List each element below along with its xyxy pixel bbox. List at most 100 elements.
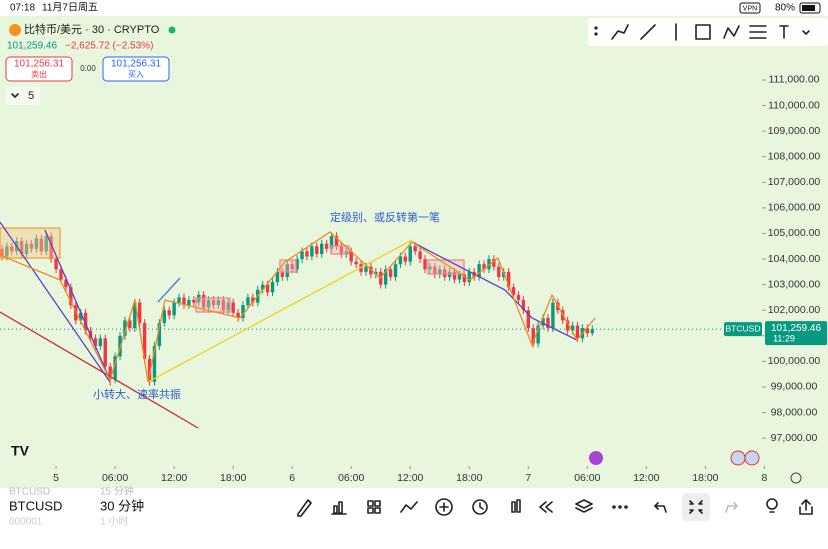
- candle-body: [565, 320, 570, 331]
- box: [195, 297, 231, 313]
- candle-body: [108, 366, 112, 380]
- status-time: 07:18: [10, 3, 35, 14]
- logo: TV: [11, 443, 30, 459]
- candle-body: [0, 248, 4, 257]
- candle-body: [167, 310, 171, 316]
- bottom-interval[interactable]: 30 分钟: [100, 498, 144, 513]
- candle-body: [428, 266, 432, 270]
- icon-draw[interactable]: [297, 499, 312, 517]
- candle-body: [34, 238, 39, 249]
- icon-more[interactable]: [624, 505, 628, 509]
- icon-exit-fullscreen: [698, 500, 703, 505]
- candle-body: [575, 325, 580, 339]
- candle-body: [403, 256, 408, 262]
- buy-button[interactable]: [102, 56, 170, 82]
- event-icon[interactable]: [589, 451, 603, 465]
- candle-body: [147, 358, 152, 382]
- icon-grid[interactable]: [367, 507, 374, 514]
- icon-indicators[interactable]: [338, 501, 343, 514]
- candle-body: [157, 323, 162, 347]
- icon-redo[interactable]: [725, 505, 738, 513]
- buy-label: 买入: [128, 70, 144, 79]
- x-tick-label: 18:00: [456, 472, 482, 484]
- ghost-text: BTCUSD: [9, 487, 50, 498]
- toolbar-icons: [594, 23, 810, 41]
- candle-body: [334, 236, 339, 247]
- candle-body: [531, 328, 535, 344]
- y-tick-label: 111,000.00: [769, 74, 820, 86]
- drawing-toolbar: [588, 18, 828, 46]
- candle-body: [172, 302, 176, 316]
- candle-body: [10, 246, 14, 252]
- event-icon[interactable]: [744, 450, 760, 466]
- icon-exit-fullscreen: [689, 500, 694, 505]
- bottom-symbol[interactable]: BTCUSD: [9, 498, 62, 513]
- candle-body: [211, 299, 216, 306]
- event-icon[interactable]: [730, 450, 746, 466]
- icon-share[interactable]: [799, 506, 813, 515]
- settings-icon[interactable]: [790, 472, 802, 484]
- candle-body: [349, 251, 353, 262]
- bottom-icons: [689, 498, 813, 515]
- icon-alert[interactable]: [479, 502, 484, 510]
- icon-alert[interactable]: [472, 499, 488, 515]
- header-change: −2,625.72 (−2.53%): [65, 41, 153, 52]
- chevron: [11, 93, 19, 98]
- icon-undo[interactable]: [654, 505, 667, 513]
- candle-body: [290, 264, 294, 270]
- price-label: 101,259.46: [771, 323, 821, 334]
- trend-line: [411, 241, 578, 341]
- candle-body: [442, 269, 447, 277]
- y-tick-label: 105,000.00: [768, 227, 821, 239]
- icon-more[interactable]: [612, 505, 616, 509]
- x-tick-label: 5: [53, 472, 59, 484]
- icon-rect[interactable]: [695, 24, 711, 40]
- candle-body: [315, 246, 319, 254]
- icon-bars[interactable]: [516, 499, 521, 513]
- icon-trend[interactable]: [640, 24, 656, 40]
- icon-bars[interactable]: [511, 501, 516, 513]
- candle-body: [19, 241, 24, 254]
- icon-replay[interactable]: [545, 501, 553, 513]
- icon-indicators[interactable]: [333, 505, 338, 514]
- candle-body: [462, 274, 467, 283]
- icon-layers[interactable]: [575, 507, 593, 513]
- icon-pattern[interactable]: [723, 25, 740, 39]
- price-time: 11:29: [773, 334, 795, 344]
- x-tick-label: 7: [525, 472, 531, 484]
- icon-grid[interactable]: [367, 500, 374, 507]
- bottom-icons: [297, 498, 667, 517]
- candle-body: [310, 246, 314, 257]
- grip: [594, 26, 598, 30]
- candle-body: [295, 259, 299, 270]
- fullscreen-button[interactable]: [682, 493, 710, 521]
- icon-add[interactable]: [435, 498, 453, 516]
- icon-replay[interactable]: [539, 501, 547, 513]
- icon-grid[interactable]: [374, 500, 381, 507]
- candle-body: [487, 259, 491, 270]
- icon-layers[interactable]: [575, 499, 593, 509]
- icon-path[interactable]: [611, 24, 629, 40]
- icon-compare[interactable]: [400, 501, 418, 513]
- icon-grid[interactable]: [374, 507, 381, 514]
- candle-body: [133, 302, 137, 329]
- candle-body: [339, 246, 344, 254]
- candle-body: [44, 236, 48, 252]
- icon-more[interactable]: [618, 505, 622, 509]
- candle-body: [526, 310, 531, 329]
- indicator-toggle[interactable]: [6, 87, 40, 105]
- candle-body: [59, 269, 63, 280]
- candle-body: [344, 251, 349, 254]
- candle-body: [433, 266, 437, 275]
- candle-body: [221, 299, 226, 311]
- icon-more[interactable]: [802, 30, 810, 35]
- candle-body: [103, 338, 107, 367]
- sell-button[interactable]: [5, 56, 73, 82]
- icon-idea[interactable]: [766, 498, 778, 510]
- candle-body: [206, 299, 211, 308]
- trend-line: [0, 221, 111, 383]
- symbol-title[interactable]: 比特币/美元 · 30 · CRYPTO: [24, 22, 160, 36]
- status-date: 11月7日周五: [42, 2, 98, 14]
- trend-line: [147, 239, 413, 383]
- candle-body: [138, 302, 142, 324]
